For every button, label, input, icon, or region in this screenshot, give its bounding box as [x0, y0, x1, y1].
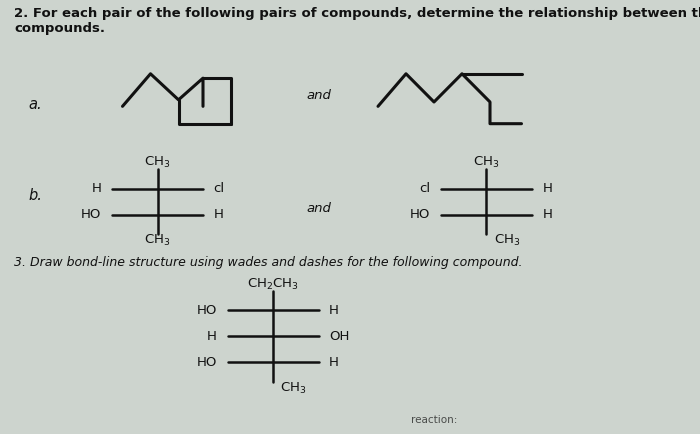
- Text: H: H: [542, 182, 552, 195]
- Text: HO: HO: [197, 356, 217, 369]
- Text: b.: b.: [28, 188, 42, 203]
- Text: HO: HO: [81, 208, 102, 221]
- Text: reaction:: reaction:: [411, 415, 457, 425]
- Text: H: H: [214, 208, 223, 221]
- Text: $\mathregular{CH_2CH_3}$: $\mathregular{CH_2CH_3}$: [247, 277, 299, 292]
- Text: $\mathregular{CH_3}$: $\mathregular{CH_3}$: [280, 381, 307, 396]
- Text: 3. Draw bond-line structure using wades and dashes for the following compound.: 3. Draw bond-line structure using wades …: [14, 256, 522, 269]
- Text: cl: cl: [419, 182, 430, 195]
- Text: a.: a.: [28, 97, 41, 112]
- Text: $\mathregular{CH_3}$: $\mathregular{CH_3}$: [494, 233, 520, 248]
- Text: $\mathregular{CH_3}$: $\mathregular{CH_3}$: [144, 155, 171, 170]
- Text: cl: cl: [214, 182, 225, 195]
- Text: and: and: [306, 202, 331, 215]
- Text: HO: HO: [410, 208, 430, 221]
- Text: 2. For each pair of the following pairs of compounds, determine the relationship: 2. For each pair of the following pairs …: [14, 7, 700, 35]
- Text: OH: OH: [329, 330, 349, 343]
- Text: H: H: [207, 330, 217, 343]
- Text: H: H: [329, 304, 339, 317]
- Text: HO: HO: [197, 304, 217, 317]
- Text: $\mathregular{CH_3}$: $\mathregular{CH_3}$: [144, 233, 171, 248]
- Text: $\mathregular{CH_3}$: $\mathregular{CH_3}$: [473, 155, 500, 170]
- Text: and: and: [306, 89, 331, 102]
- Text: H: H: [92, 182, 102, 195]
- Text: H: H: [542, 208, 552, 221]
- Text: H: H: [329, 356, 339, 369]
